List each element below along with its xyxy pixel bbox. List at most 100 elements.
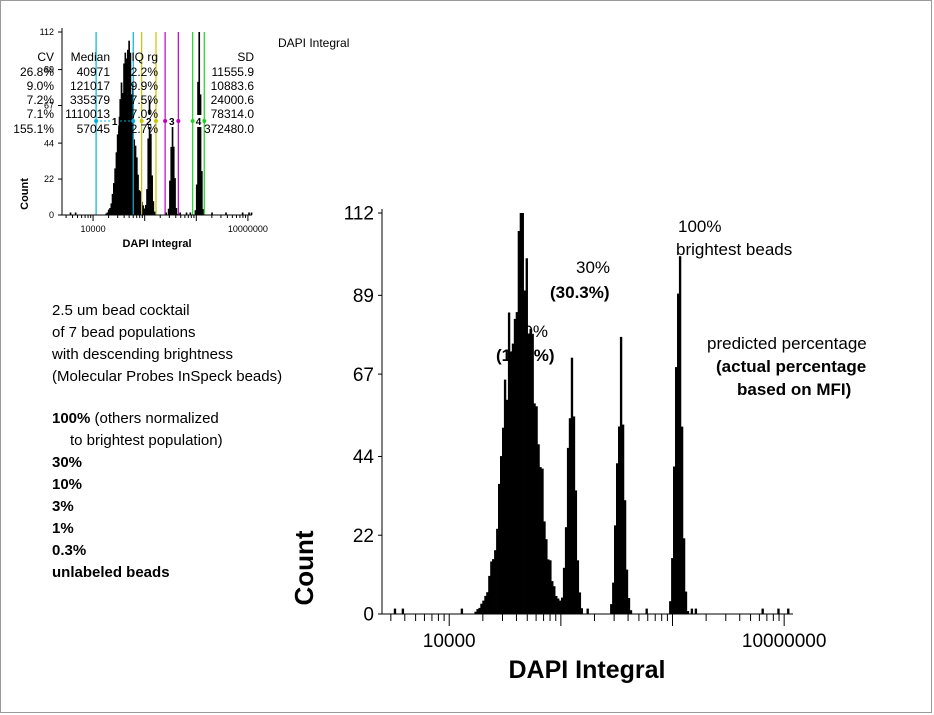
histogram-bin	[167, 208, 170, 215]
stats-cell: 26.8%	[19, 65, 54, 79]
stats-header-cell: SD	[237, 50, 254, 64]
histogram-bin	[74, 212, 77, 215]
histogram-bin	[143, 208, 146, 215]
y-tick-label: 67	[44, 101, 54, 111]
histogram-bin	[125, 58, 128, 215]
histogram-bin	[152, 201, 155, 215]
stats-cell: 10883.6	[210, 79, 254, 93]
histogram-bin	[137, 174, 139, 215]
region-label-bg	[144, 115, 153, 127]
x-tick-label: 10000	[81, 224, 106, 234]
y-tick-label: 44	[44, 138, 54, 148]
histogram-bin	[147, 138, 150, 215]
description-line: with descending brightness	[52, 346, 233, 363]
histogram-bin	[133, 139, 136, 215]
stats-header-cell: CV	[37, 50, 54, 64]
histogram-bin	[170, 146, 173, 215]
region-gate-dot	[176, 119, 181, 123]
description-line: 2.5 um bead cocktail	[52, 302, 190, 319]
bead-description: 2.5 um bead cocktail of 7 bead populatio…	[52, 300, 282, 584]
histogram-bin	[107, 209, 110, 215]
region-label-bg	[194, 115, 203, 127]
y-tick-label: 89	[44, 65, 54, 75]
histogram-bin	[211, 212, 213, 215]
small-axes	[61, 28, 252, 216]
stats-cell: 7.0%	[130, 107, 158, 121]
region-label: 4	[196, 117, 202, 128]
histogram-bin	[110, 203, 113, 215]
histogram-bin	[139, 191, 142, 215]
histogram-bin	[118, 116, 120, 215]
top-level-line: 100% (others normalized	[52, 408, 282, 430]
top-level-note-cont: to brightest population)	[70, 432, 223, 449]
stats-cell: 9.0%	[26, 79, 54, 93]
histogram-bin	[202, 209, 204, 215]
small-x-ticks: 10000 10000000	[65, 215, 268, 234]
histogram-bin	[185, 212, 188, 215]
histogram-bin	[172, 146, 175, 215]
histogram-bin	[114, 168, 116, 215]
histogram-bin	[165, 212, 167, 215]
stats-cell: 24000.6	[210, 93, 254, 107]
histogram-bin	[129, 52, 132, 216]
histogram-bin	[115, 152, 118, 215]
region-gate-dot	[202, 119, 207, 123]
region-gate-dot	[131, 119, 136, 123]
region-gate-dot	[163, 119, 168, 123]
stats-cell: 11555.9	[211, 65, 255, 79]
histogram-bin	[134, 145, 137, 215]
region-label-bg	[110, 115, 119, 127]
stats-cell: 121017	[69, 79, 110, 93]
histogram-bin	[248, 212, 250, 215]
stats-cell: 1110013	[65, 107, 110, 121]
histogram-bin	[69, 212, 72, 215]
histogram-bin	[169, 180, 171, 215]
stats-cell: 7.1%	[26, 107, 54, 121]
histogram-bin	[124, 52, 127, 215]
region-gate-dot	[153, 119, 158, 123]
histogram-bin	[121, 93, 124, 215]
histogram-bin	[127, 49, 129, 215]
level-item: 30%	[52, 454, 83, 471]
top-level-note: (others normalized	[90, 410, 219, 427]
histogram-bin	[113, 183, 115, 215]
level-item: 10%	[52, 476, 83, 493]
stats-cell: 252.7%	[117, 122, 158, 136]
histogram-bin	[151, 175, 153, 215]
histogram-bin	[138, 190, 141, 215]
stats-header-cell: IQ rg	[131, 50, 158, 64]
histogram-bin	[136, 157, 138, 215]
stats-cell: 32.2%	[123, 65, 158, 79]
stats-cell: 78314.0	[210, 107, 254, 121]
region-label: 1	[112, 117, 118, 128]
histogram-bin	[241, 212, 244, 215]
histogram-bin	[148, 100, 151, 215]
y-tick-label: 112	[40, 27, 54, 37]
top-level-value: 100%	[52, 410, 91, 427]
histogram-bin	[179, 212, 181, 215]
level-item: 0.3%	[52, 542, 87, 559]
histogram-bin	[130, 94, 133, 215]
histogram-bin	[250, 212, 253, 215]
histogram-bin	[225, 212, 227, 215]
level-item: 1%	[52, 520, 74, 537]
stats-header-cell: Median	[70, 50, 110, 64]
stats-cell: 155.1%	[13, 122, 54, 136]
histogram-bin	[175, 208, 178, 215]
small-histogram-chart: 1 2 3 4 0 22 44 67 89 112 10000 10000000 Count DA…	[19, 27, 268, 250]
histogram-bin	[119, 99, 122, 215]
histogram-bin	[128, 40, 130, 216]
level-item: 3%	[52, 498, 74, 515]
histogram-bin	[197, 81, 199, 215]
histogram-bin	[199, 94, 202, 215]
stats-cell: 9.9%	[130, 79, 158, 93]
histogram-bin	[195, 184, 198, 215]
description-line: of 7 bead populations	[52, 324, 196, 341]
histogram-bin	[153, 211, 156, 215]
stats-cell: 7.2%	[26, 93, 54, 107]
stats-cell: 7.5%	[130, 93, 158, 107]
histogram-bin	[123, 63, 125, 215]
histogram-bin	[144, 204, 147, 215]
histogram-bin	[150, 133, 152, 215]
